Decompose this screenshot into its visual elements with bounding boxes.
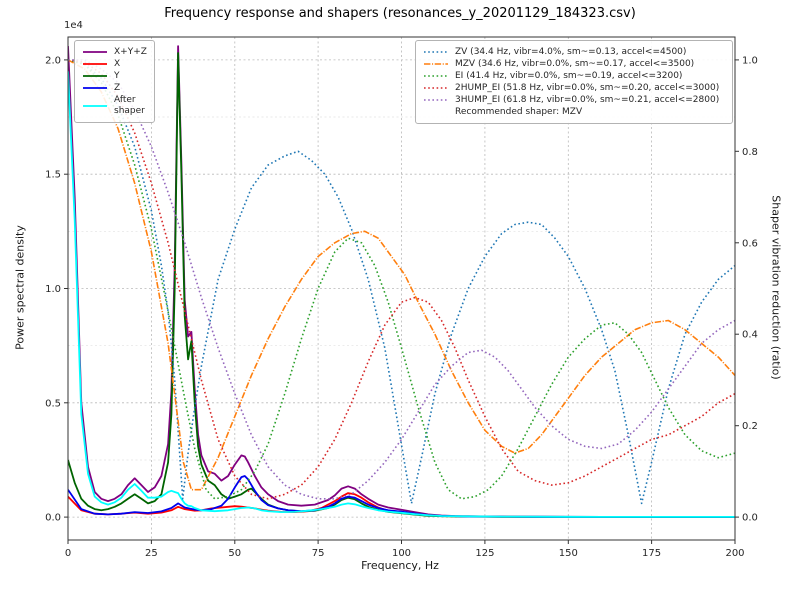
legend-line-swatch xyxy=(424,87,448,89)
series-group xyxy=(68,45,735,518)
legend-line-swatch xyxy=(83,87,107,90)
y-left-tick-label: 0.5 xyxy=(45,398,61,409)
legend-line-swatch xyxy=(424,63,448,65)
legend-label: 3HUMP_EI (61.8 Hz, vibr=0.0%, sm~=0.21, … xyxy=(455,94,720,105)
legend-label: ZV (34.4 Hz, vibr=4.0%, sm~=0.13, accel<… xyxy=(455,46,687,57)
y-right-tick-label: 0.2 xyxy=(742,421,758,432)
legend-label: X xyxy=(114,58,121,69)
legend-item-2hump-ei: 2HUMP_EI (51.8 Hz, vibr=0.0%, sm~=0.20, … xyxy=(423,83,725,94)
legend-item-mzv: MZV (34.6 Hz, vibr=0.0%, sm~=0.17, accel… xyxy=(423,59,725,70)
series-after-shaper xyxy=(68,71,735,518)
x-tick-label: 0 xyxy=(65,548,71,559)
x-tick-label: 125 xyxy=(475,548,494,559)
y-right-tick-label: 0.8 xyxy=(742,147,758,158)
legend-item-x: X xyxy=(82,59,147,70)
legend-label: X+Y+Z xyxy=(114,46,147,57)
legend-item-zv: ZV (34.4 Hz, vibr=4.0%, sm~=0.13, accel<… xyxy=(423,47,725,58)
legend-item-y: Y xyxy=(82,71,147,82)
legend-line-swatch xyxy=(83,50,107,53)
legend-line-swatch xyxy=(83,104,107,107)
legend-note: Recommended shaper: MZV xyxy=(455,107,583,118)
legend-label: 2HUMP_EI (51.8 Hz, vibr=0.0%, sm~=0.20, … xyxy=(455,82,720,93)
y-left-tick-label: 1.5 xyxy=(45,170,61,181)
series-mzv xyxy=(68,59,735,491)
series-ei xyxy=(68,59,735,500)
series-3hump-ei xyxy=(68,59,735,500)
legend-label: After shaper xyxy=(114,94,145,116)
x-axis-label: Frequency, Hz xyxy=(361,559,439,572)
legend-item-x-y-z: X+Y+Z xyxy=(82,47,147,58)
series-zv xyxy=(68,59,735,505)
y-left-tick-label: 2.0 xyxy=(45,55,61,66)
x-tick-label: 100 xyxy=(392,548,411,559)
legend-line-swatch xyxy=(424,75,448,77)
y-left-tick-label: 0.0 xyxy=(45,513,61,524)
x-tick-label: 25 xyxy=(145,548,158,559)
legend-label: Y xyxy=(114,70,120,81)
chart-title: Frequency response and shapers (resonanc… xyxy=(164,6,636,21)
legend-label: MZV (34.6 Hz, vibr=0.0%, sm~=0.17, accel… xyxy=(455,58,695,69)
legend-label: Z xyxy=(114,82,121,93)
y-axis-offset-text: 1e4 xyxy=(64,20,83,31)
legend-item-z: Z xyxy=(82,83,147,94)
y-left-tick-label: 1.0 xyxy=(45,284,61,295)
legend-line-swatch xyxy=(424,99,448,102)
x-tick-label: 75 xyxy=(312,548,325,559)
legend-left: X+Y+Z X Y Z After shaper xyxy=(74,40,155,123)
legend-line-swatch xyxy=(424,50,448,53)
x-tick-label: 50 xyxy=(228,548,241,559)
x-tick-label: 175 xyxy=(642,548,661,559)
series-2hump-ei xyxy=(68,59,735,500)
legend-note-row: Recommended shaper: MZV xyxy=(423,107,725,118)
legend-line-swatch xyxy=(83,75,107,77)
legend-item-ei: EI (41.4 Hz, vibr=0.0%, sm~=0.19, accel<… xyxy=(423,71,725,82)
y-right-tick-label: 0.6 xyxy=(742,238,758,249)
x-tick-label: 200 xyxy=(725,548,744,559)
y-right-tick-label: 0.0 xyxy=(742,513,758,524)
legend-item-after-shaper: After shaper xyxy=(82,95,147,116)
x-tick-label: 150 xyxy=(559,548,578,559)
y-right-tick-label: 1.0 xyxy=(742,55,758,66)
y-right-tick-label: 0.4 xyxy=(742,330,758,341)
legend-item-3hump-ei: 3HUMP_EI (61.8 Hz, vibr=0.0%, sm~=0.21, … xyxy=(423,95,725,106)
legend-label: EI (41.4 Hz, vibr=0.0%, sm~=0.19, accel<… xyxy=(455,70,683,81)
legend-right: ZV (34.4 Hz, vibr=4.0%, sm~=0.13, accel<… xyxy=(415,40,733,125)
legend-line-swatch xyxy=(83,63,107,65)
